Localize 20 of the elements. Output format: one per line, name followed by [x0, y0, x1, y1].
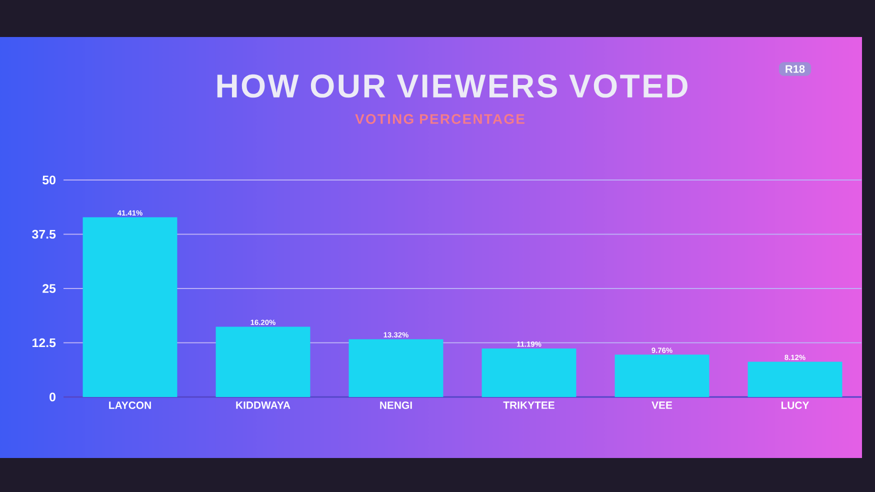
x-tick-label: VEE — [652, 402, 672, 409]
bar — [216, 326, 310, 398]
bar — [348, 339, 444, 398]
bar — [614, 354, 710, 398]
y-tick-label: 0 — [50, 392, 56, 402]
x-tick-label: LUCY — [781, 402, 810, 409]
text: R18 — [786, 65, 805, 73]
bar — [82, 217, 178, 398]
chart-subtitle: VOTING PERCENTAGE — [355, 114, 524, 124]
y-tick-label: 50 — [42, 176, 56, 184]
bar — [482, 348, 576, 398]
y-tick-label: 12.5 — [32, 338, 56, 348]
x-tick-label: KIDDWAYA — [236, 402, 290, 409]
y-tick-label: 25 — [42, 284, 56, 293]
bar — [748, 362, 842, 398]
x-tick-label: LAYCON — [109, 402, 151, 409]
x-tick-label: TRIKYTEE — [503, 402, 554, 409]
chart-title: HOW OUR VIEWERS VOTED — [217, 74, 688, 98]
y-tick-label: 37.5 — [32, 230, 56, 239]
x-tick-label: NENGI — [380, 402, 412, 409]
